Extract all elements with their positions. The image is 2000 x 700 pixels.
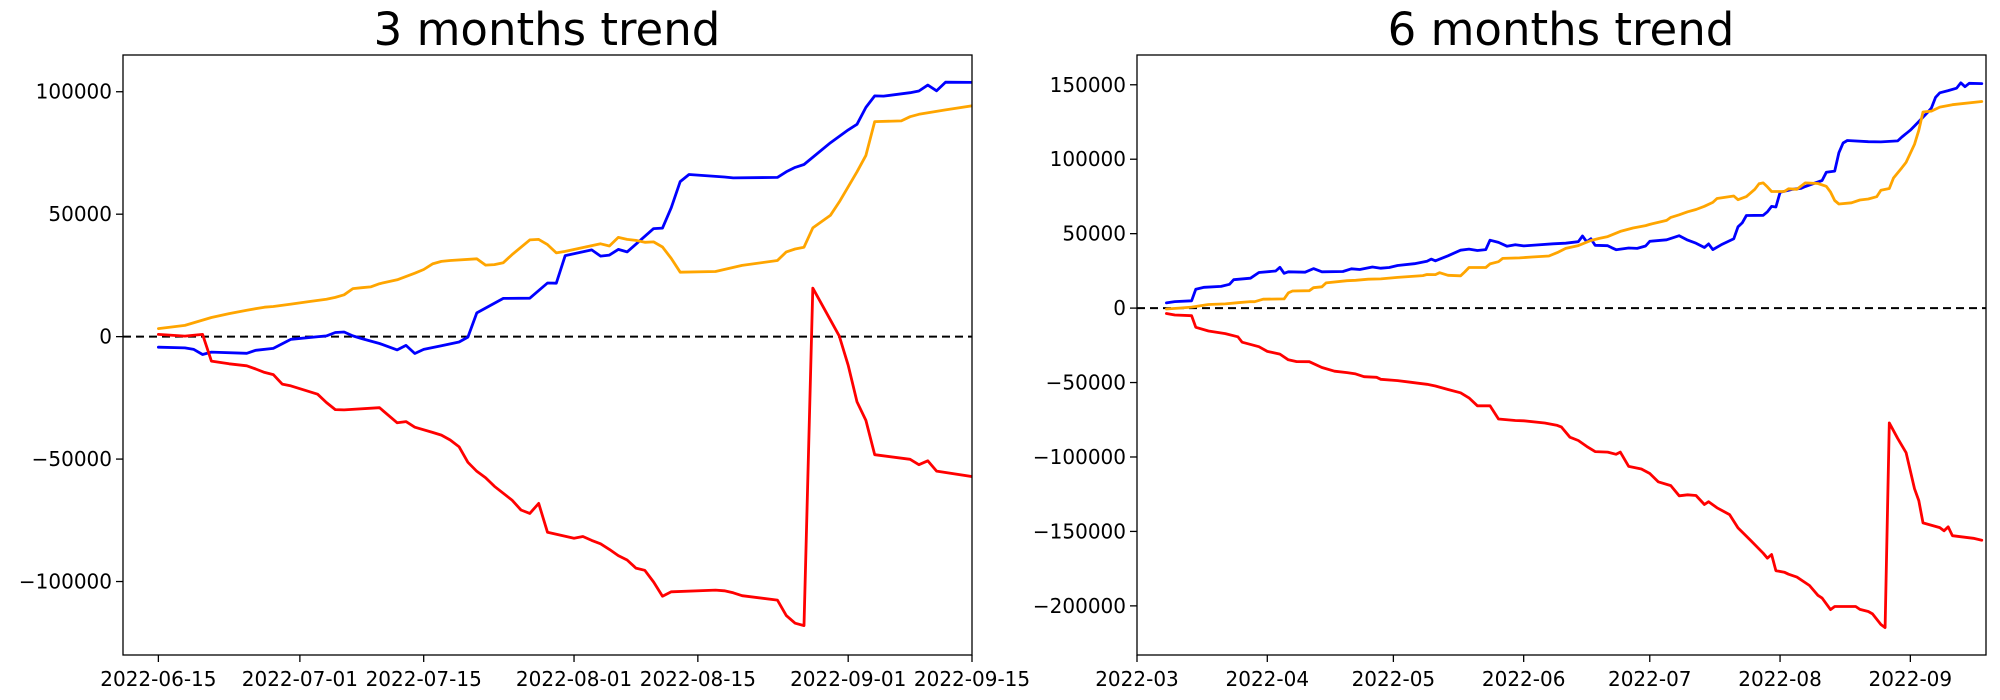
x-tick-label: 2022-07-01 [242, 667, 358, 691]
y-tick-label: 150000 [1050, 73, 1126, 97]
x-tick-label: 2022-08-15 [640, 667, 756, 691]
y-tick-label: −200000 [1033, 594, 1126, 618]
series-line-2 [157, 104, 972, 330]
series-line-3 [1165, 312, 1984, 629]
x-tick-label: 2022-06-15 [100, 667, 216, 691]
axes-frame [1136, 54, 1987, 656]
x-tick-label: 2022-06 [1482, 667, 1566, 691]
x-tick-label: 2022-05 [1352, 667, 1436, 691]
series-group [1165, 81, 1984, 629]
series-line-1 [1165, 81, 1984, 305]
x-tick-label: 2022-07-15 [366, 667, 482, 691]
chart-title: 3 months trend [374, 3, 721, 56]
series-line-2 [1165, 100, 1984, 311]
y-tick-label: −100000 [19, 570, 112, 594]
x-tick-label: 2022-09 [1869, 667, 1953, 691]
y-tick-label: 50000 [1062, 222, 1126, 246]
x-tick-label: 2022-07 [1608, 667, 1692, 691]
y-tick-label: −150000 [1033, 519, 1126, 543]
series-group [157, 80, 972, 627]
y-tick-label: 0 [1113, 296, 1126, 320]
y-tick-label: −50000 [1046, 371, 1126, 395]
x-tick-label: 2022-04 [1226, 667, 1310, 691]
series-line-3 [157, 286, 972, 627]
y-tick-label: −50000 [32, 447, 112, 471]
chart-6-months-trend: 6 months trend 2022-03 2022-04 2022-05 2022… [1033, 3, 1987, 691]
chart-title: 6 months trend [1388, 3, 1735, 56]
y-tick-label: 50000 [48, 202, 112, 226]
y-tick-label: 0 [99, 325, 112, 349]
x-tick-label: 2022-03 [1095, 667, 1179, 691]
y-tick-label: 100000 [1050, 147, 1126, 171]
y-tick-label: 100000 [36, 80, 112, 104]
axes-frame [122, 54, 973, 656]
x-tick-label: 2022-09-01 [790, 667, 906, 691]
series-line-1 [157, 80, 972, 356]
x-tick-label: 2022-09-15 [914, 667, 1030, 691]
x-tick-label: 2022-08 [1738, 667, 1822, 691]
y-tick-label: −100000 [1033, 445, 1126, 469]
x-tick-label: 2022-08-01 [516, 667, 632, 691]
chart-3-months-trend: 3 months trend 2022-06-15 2022-07-01 2022-… [19, 3, 1030, 691]
